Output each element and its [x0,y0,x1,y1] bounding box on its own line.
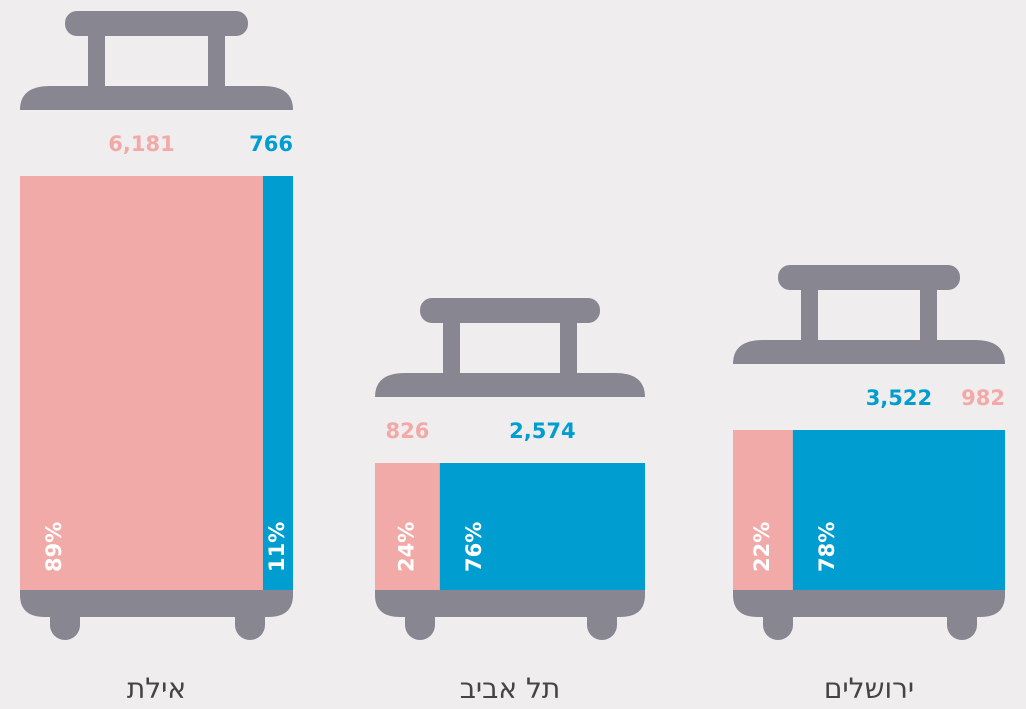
value-label: 6,181 [108,132,174,156]
category-label: אילת [127,672,186,705]
handle-bar [420,298,600,323]
segment [20,176,263,590]
value-label: 2,574 [509,419,575,443]
segment [375,463,440,590]
share-label: 11% [265,522,289,572]
lid [20,86,293,110]
share-label: 22% [750,522,774,572]
value-label: 766 [249,132,293,156]
share-label: 78% [815,522,839,572]
share-label: 89% [42,522,66,572]
base [375,590,645,617]
share-label: 24% [394,522,418,572]
handle-bar [778,265,960,290]
segment [733,430,793,590]
category-label: ירושלים [824,672,914,705]
base [733,590,1005,617]
value-label: 3,522 [866,386,932,410]
handle-post [208,31,225,91]
handle-post [443,318,460,378]
handle-post [920,285,937,345]
value-label: 826 [385,419,429,443]
segment [439,463,645,590]
handle-bar [65,11,248,36]
handle-post [88,31,105,91]
segment [262,176,293,590]
category-label: תל אביב [460,672,561,705]
lid [375,373,645,397]
lid [733,340,1005,364]
handle-post [560,318,577,378]
handle-post [801,285,818,345]
value-label: 982 [961,386,1005,410]
base [20,590,293,617]
share-label: 76% [462,522,486,572]
segment [792,430,1005,590]
